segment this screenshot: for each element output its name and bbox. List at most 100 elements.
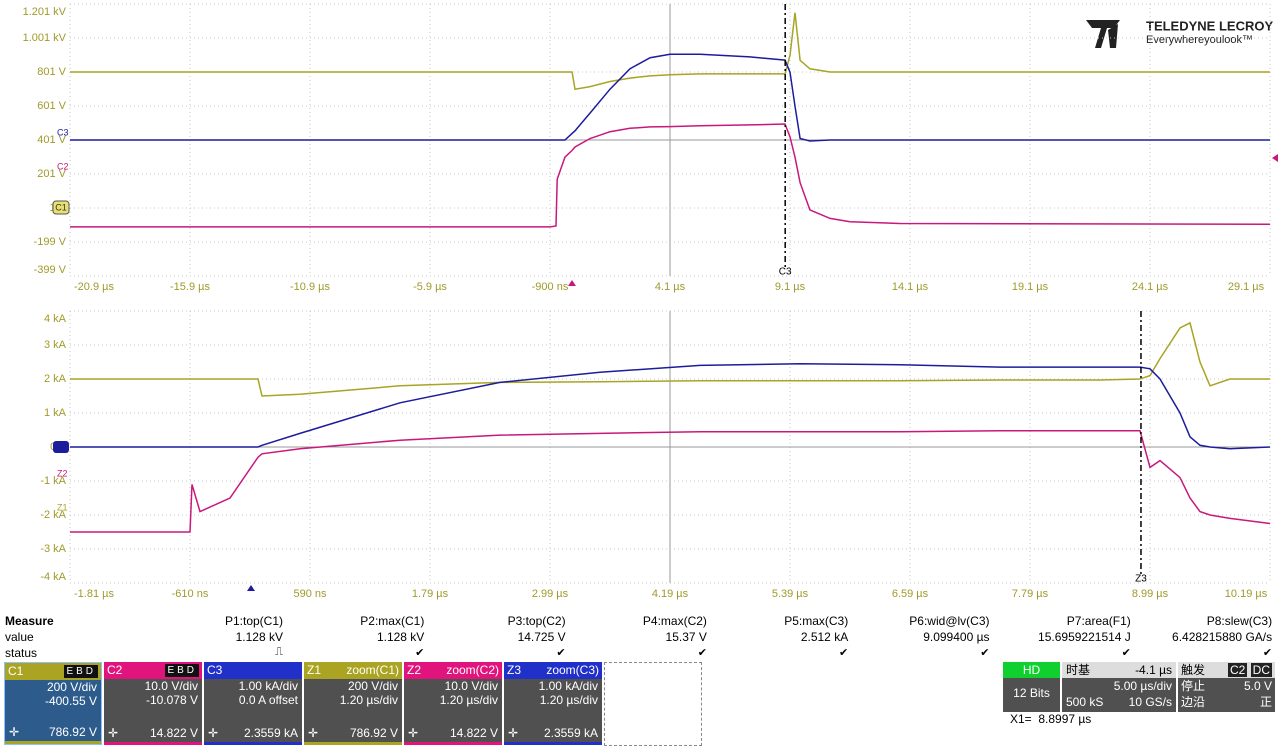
y-tick-label: -3 kA bbox=[40, 543, 66, 555]
channel-badge-label: Z1 bbox=[57, 502, 68, 512]
channel-box: Z2 zoom(C2) 10.0 V/div 1.20 µs/div ✛ 14.822 V bbox=[404, 662, 502, 745]
x-tick-label: 24.1 µs bbox=[1132, 281, 1169, 293]
channel-header: C3 bbox=[204, 662, 302, 679]
channel-setting: 1.00 kA/div bbox=[538, 679, 598, 693]
trace bbox=[70, 321, 1270, 397]
x-tick-label: 1.79 µs bbox=[412, 588, 449, 600]
channel-reading: 14.822 V bbox=[149, 726, 198, 740]
channel-header: Z2 zoom(C2) bbox=[404, 662, 502, 679]
x-tick-label: 14.1 µs bbox=[892, 281, 929, 293]
channel-flags: EBD bbox=[64, 665, 98, 678]
trigger-coupling: DC bbox=[1250, 663, 1272, 677]
x-tick-label: 6.59 µs bbox=[892, 588, 929, 600]
channel-name: C3 bbox=[207, 663, 223, 677]
channel-name: Z3 bbox=[507, 663, 522, 677]
channel-box: Z1 zoom(C1) 200 V/div 1.20 µs/div ✛ 786.92 V bbox=[304, 662, 402, 745]
x-tick-label: 590 ns bbox=[293, 588, 327, 600]
cursor-icon: ✛ bbox=[308, 726, 319, 740]
measure-status: ✔ bbox=[697, 647, 707, 659]
measure-status: ✔ bbox=[556, 647, 566, 659]
x-tick-label: 10.19 µs bbox=[1225, 588, 1268, 600]
x-tick-label: -10.9 µs bbox=[290, 281, 330, 293]
trigger-level bbox=[1272, 154, 1278, 162]
measure-name: P5:max(C3) bbox=[784, 614, 849, 628]
x-tick-label: 7.79 µs bbox=[1012, 588, 1049, 600]
measure-name: P7:area(F1) bbox=[1066, 614, 1131, 628]
x-tick-label: 5.39 µs bbox=[772, 588, 809, 600]
trigger-channel: C2 bbox=[1227, 663, 1248, 677]
measure-status: ⎍ bbox=[275, 646, 283, 658]
x-tick-label: -20.9 µs bbox=[74, 281, 114, 293]
channel-header: C2 EBD bbox=[104, 662, 202, 679]
row-label: status bbox=[5, 646, 38, 660]
cursor-icon: ✛ bbox=[508, 726, 519, 740]
trigger-position bbox=[247, 585, 255, 591]
acq-box: HD 12 Bits bbox=[1003, 662, 1060, 712]
measure-value: 14.725 V bbox=[517, 630, 566, 644]
cursor-icon: ✛ bbox=[9, 725, 20, 739]
measure-status: ✔ bbox=[1262, 647, 1273, 659]
cursor-label: Z3 bbox=[1135, 574, 1147, 585]
cursor-readout: X1= 8.8997 µs bbox=[1010, 712, 1092, 726]
channel-footer: ✛ 2.3559 kA bbox=[204, 724, 302, 745]
channel-badge-label: C2 bbox=[57, 161, 69, 171]
timebase-delay: -4.1 µs bbox=[1135, 663, 1172, 677]
channel-reading: 786.92 V bbox=[349, 726, 398, 740]
timebase-scale: 5.00 µs/div bbox=[1113, 679, 1172, 693]
trigger-level-text: 5.0 V bbox=[1243, 679, 1272, 693]
channel-reading: 2.3559 kA bbox=[243, 726, 298, 740]
y-tick-label: -2 kA bbox=[40, 509, 66, 521]
measure-status: ✔ bbox=[980, 647, 990, 659]
channel-footer: ✛ 786.92 V bbox=[5, 723, 101, 744]
channel-header: C1 EBD bbox=[5, 663, 101, 680]
trigger-box: 触发 C2 DC 停止 5.0 V 边沿 正 bbox=[1178, 662, 1275, 712]
trace bbox=[70, 53, 1270, 142]
x-tick-label: -15.9 µs bbox=[170, 281, 210, 293]
y-tick-label: 1.201 kV bbox=[23, 6, 67, 18]
measure-name: P1:top(C1) bbox=[224, 614, 283, 628]
measure-value: 15.37 V bbox=[665, 630, 707, 644]
measure-name: P2:max(C1) bbox=[360, 614, 425, 628]
y-tick-label: 2 kA bbox=[44, 373, 67, 385]
trigger-state: 停止 bbox=[1181, 679, 1206, 693]
cursor-icon: ✛ bbox=[108, 726, 119, 740]
timebase-label: 时基 bbox=[1066, 663, 1091, 677]
measure-value: 1.128 kV bbox=[376, 630, 425, 644]
empty-slot bbox=[604, 662, 702, 746]
measure-name: P8:slew(C3) bbox=[1206, 614, 1273, 628]
trigger-position bbox=[568, 280, 576, 286]
x-tick-label: 8.99 µs bbox=[1132, 588, 1169, 600]
zoom-source: zoom(C2) bbox=[446, 663, 499, 677]
channel-setting: 1.20 µs/div bbox=[439, 693, 498, 707]
measure-value: 9.099400 µs bbox=[923, 630, 990, 644]
sample-rate: 10 GS/s bbox=[1128, 695, 1172, 709]
y-tick-label: 1 kA bbox=[44, 407, 67, 419]
channel-header: Z1 zoom(C1) bbox=[304, 662, 402, 679]
y-tick-label: 401 V bbox=[37, 134, 66, 146]
trigger-slope: 正 bbox=[1259, 695, 1272, 709]
measure-value: 6.428215880 GA/s bbox=[1172, 630, 1273, 644]
y-tick-label: 801 V bbox=[37, 66, 66, 78]
cursor-icon: ✛ bbox=[408, 726, 419, 740]
x-tick-label: 9.1 µs bbox=[775, 281, 806, 293]
y-tick-label: 201 V bbox=[37, 168, 66, 180]
y-tick-label: 3 kA bbox=[44, 339, 67, 351]
measure-status: ✔ bbox=[838, 647, 849, 659]
trace bbox=[70, 123, 1271, 228]
channel-badge-label: Z2 bbox=[57, 468, 68, 478]
x-tick-label: -610 ns bbox=[172, 588, 209, 600]
channel-setting: 10.0 V/div bbox=[144, 679, 198, 693]
channel-setting: -400.55 V bbox=[44, 694, 97, 708]
channel-reading: 786.92 V bbox=[48, 725, 97, 739]
channel-name: Z1 bbox=[307, 663, 322, 677]
trigger-label: 触发 bbox=[1181, 663, 1206, 677]
channel-box: C3 1.00 kA/div 0.0 A offset ✛ 2.3559 kA bbox=[204, 662, 302, 745]
channel-reading: 14.822 V bbox=[449, 726, 498, 740]
y-tick-label: -4 kA bbox=[40, 571, 66, 583]
logo-tagline: Everywhereyoulook™ bbox=[1146, 34, 1253, 46]
channel-setting: 200 V/div bbox=[347, 679, 398, 693]
trigger-type: 边沿 bbox=[1181, 695, 1206, 709]
measure-value: 2.512 kA bbox=[800, 630, 849, 644]
measure-name: P3:top(C2) bbox=[507, 614, 566, 628]
y-tick-label: -1 kA bbox=[40, 475, 66, 487]
